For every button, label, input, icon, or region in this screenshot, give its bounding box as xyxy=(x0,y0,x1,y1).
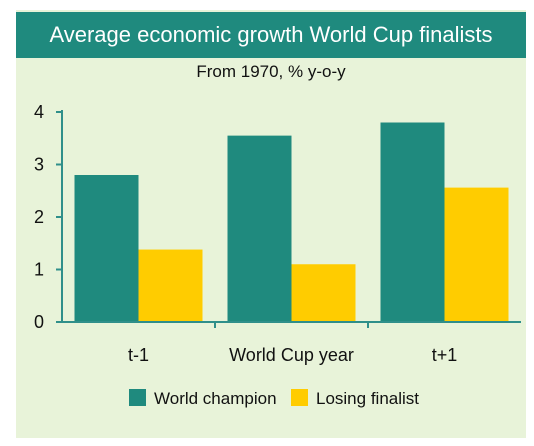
legend: World champion Losing finalist xyxy=(129,389,419,408)
bar-world-champion xyxy=(227,135,292,322)
bar-world-champion xyxy=(380,122,445,322)
legend-swatch xyxy=(129,389,146,406)
x-tick-label: t-1 xyxy=(128,345,149,365)
bar-world-champion xyxy=(74,175,139,322)
title-bar: Average economic growth World Cup finali… xyxy=(16,12,526,58)
legend-label: World champion xyxy=(154,389,277,408)
axes xyxy=(61,110,521,323)
x-tick-label: World Cup year xyxy=(229,345,354,365)
legend-swatch xyxy=(291,389,308,406)
y-axis: 0 1 2 3 4 xyxy=(34,102,62,332)
y-tick-label: 0 xyxy=(34,312,44,332)
chart-title: Average economic growth World Cup finali… xyxy=(49,22,493,47)
x-tick-label: t+1 xyxy=(432,345,458,365)
bar-losing-finalist xyxy=(291,264,356,322)
chart-subtitle: From 1970, % y-o-y xyxy=(196,62,346,81)
y-tick-label: 1 xyxy=(34,260,44,280)
bar-losing-finalist xyxy=(138,249,203,322)
x-axis: t-1 World Cup year t+1 xyxy=(128,322,457,365)
bar-losing-finalist xyxy=(444,187,509,322)
y-tick-label: 3 xyxy=(34,155,44,175)
y-tick-label: 2 xyxy=(34,207,44,227)
legend-label: Losing finalist xyxy=(316,389,419,408)
bars xyxy=(74,122,509,322)
y-tick-label: 4 xyxy=(34,102,44,122)
